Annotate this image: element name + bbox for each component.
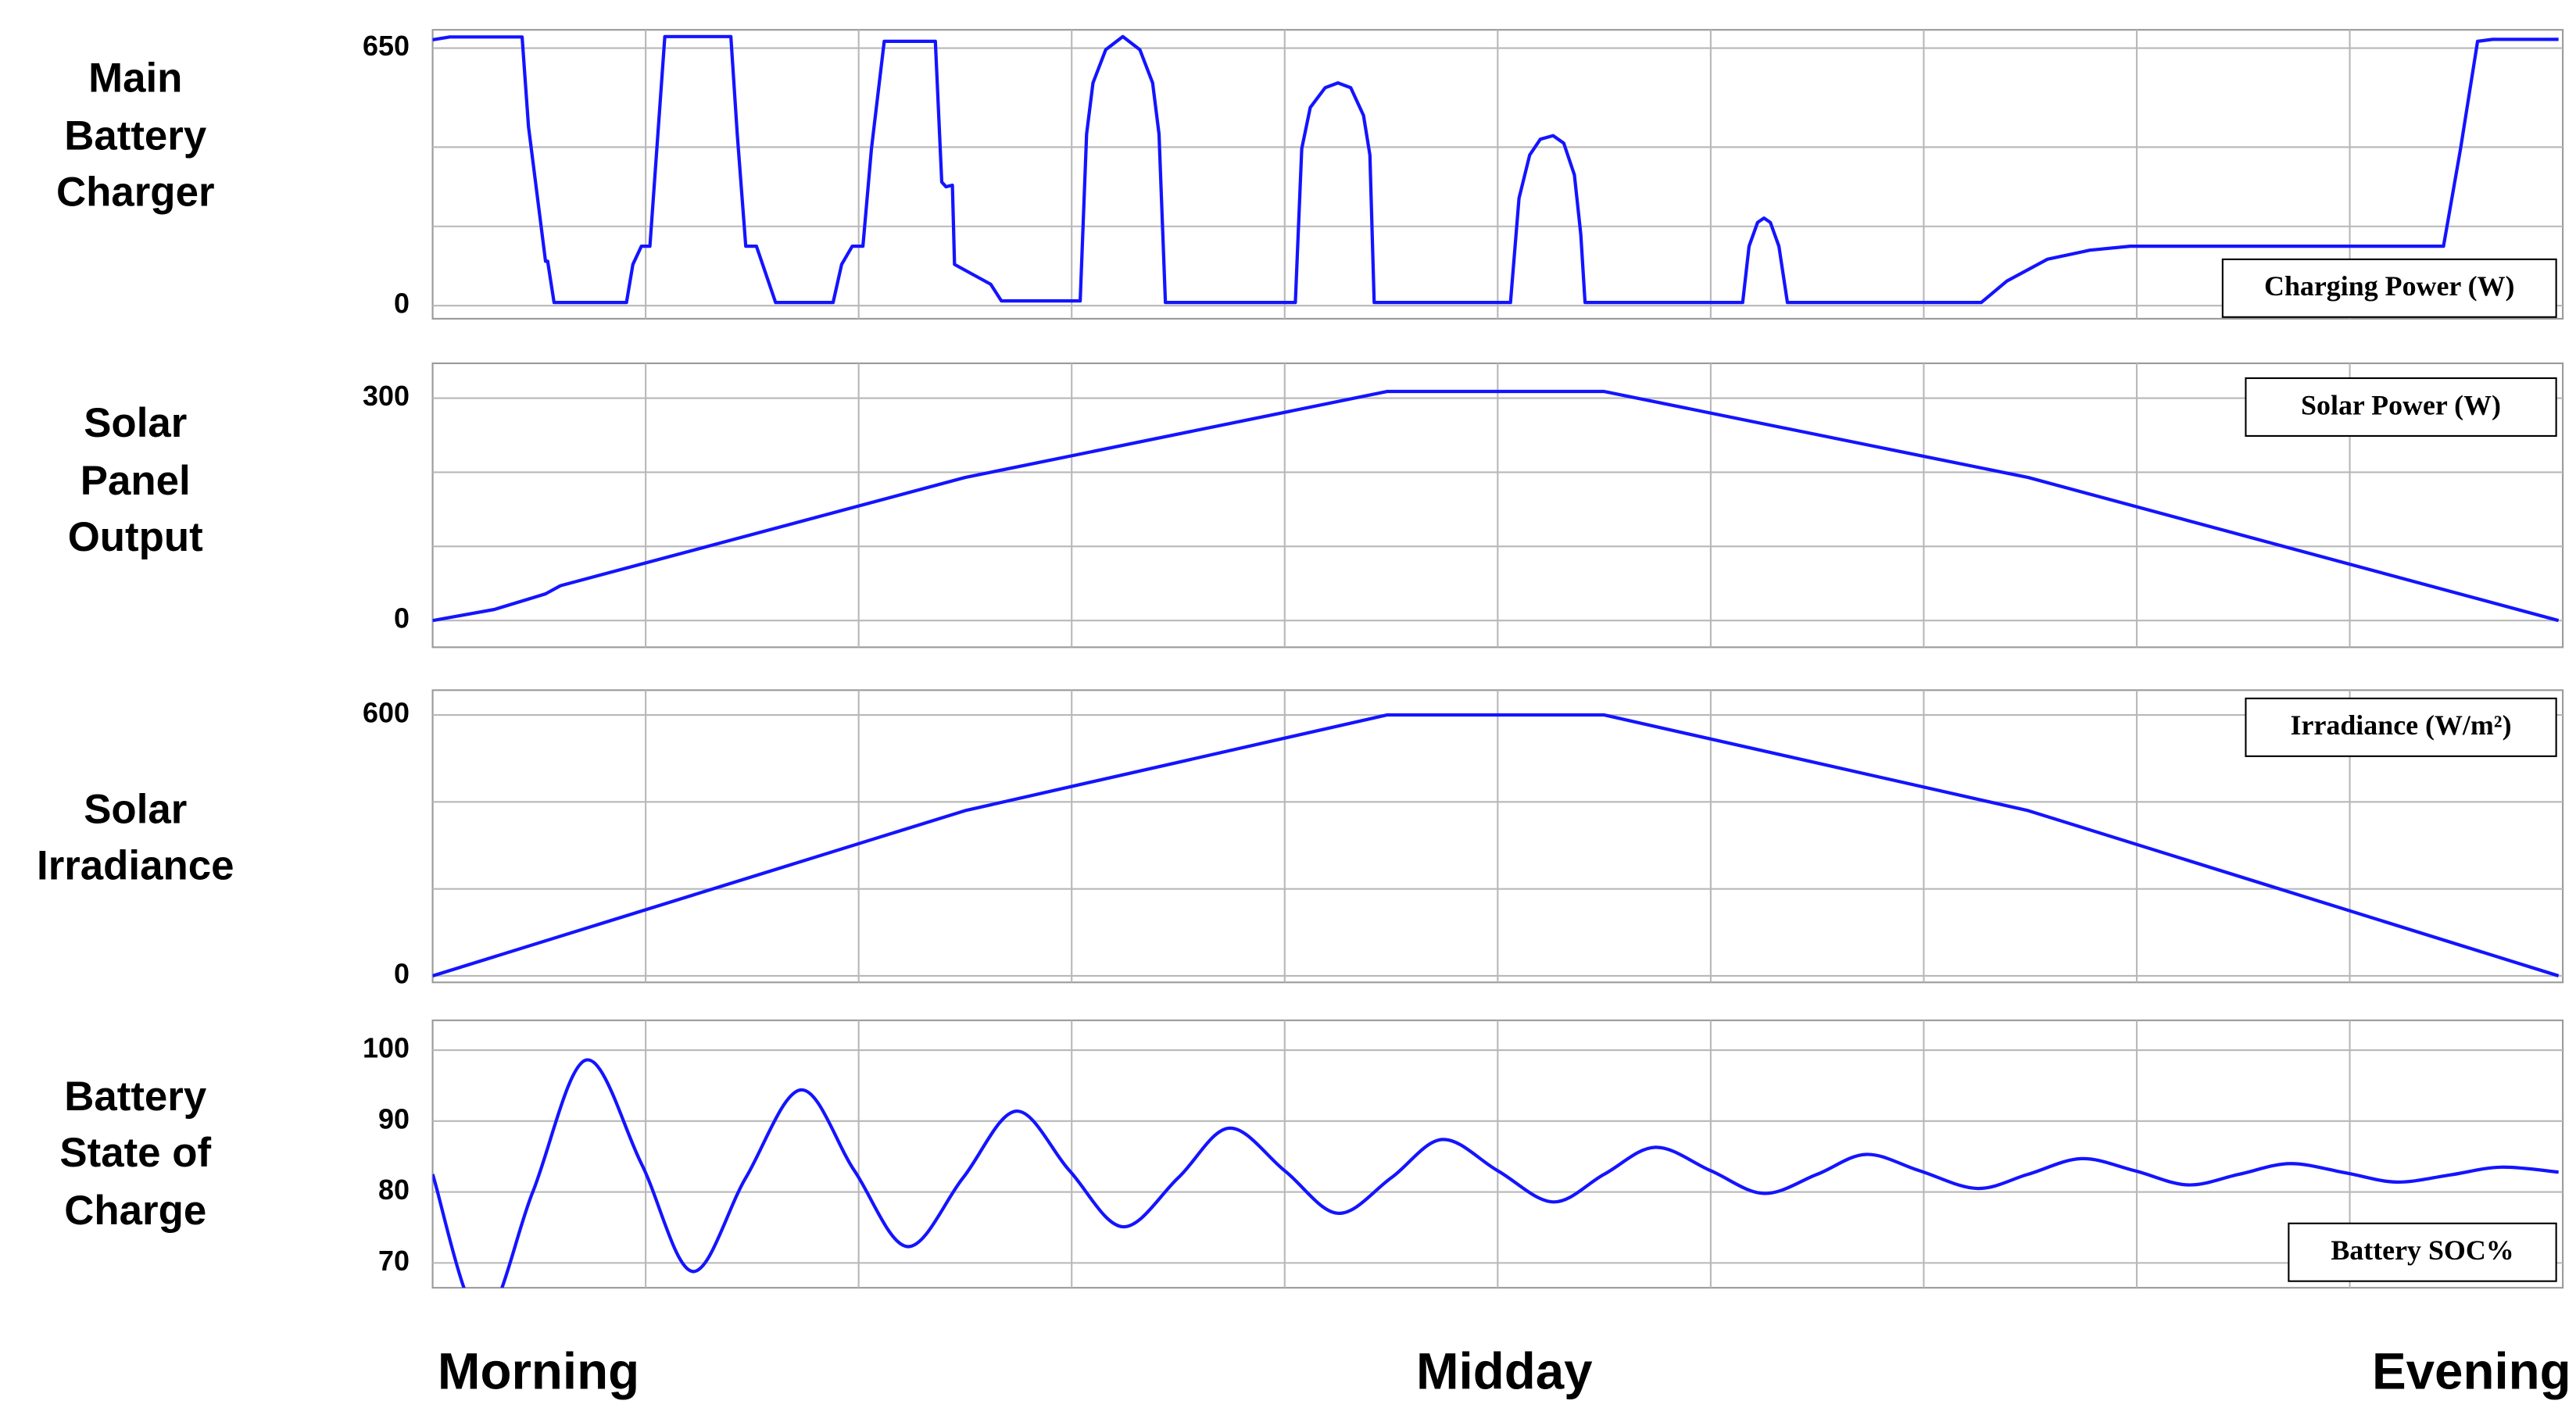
legend-box bbox=[2288, 1222, 2557, 1282]
y-tick-label: 650 bbox=[363, 30, 410, 62]
x-annotation: Evening bbox=[2372, 1342, 2571, 1399]
panel-label: Charger bbox=[56, 169, 215, 215]
x-annotation: Midday bbox=[1416, 1342, 1593, 1399]
legend-box bbox=[2245, 377, 2557, 437]
data-line bbox=[432, 389, 2560, 623]
panel-label: Charge bbox=[64, 1188, 206, 1234]
y-tick-label: 100 bbox=[363, 1031, 410, 1063]
legend-box bbox=[2245, 697, 2557, 757]
panel-label: Solar bbox=[84, 787, 187, 833]
data-line bbox=[432, 34, 2559, 305]
y-tick-label: 70 bbox=[378, 1245, 410, 1277]
y-tick-label: 300 bbox=[363, 380, 410, 412]
panel-label: Solar bbox=[84, 400, 187, 446]
panel-label: Battery bbox=[64, 1074, 207, 1120]
panel-label: Panel bbox=[80, 458, 191, 504]
y-tick-label: 600 bbox=[363, 697, 410, 729]
y-tick-label: 0 bbox=[394, 602, 410, 634]
y-tick-label: 0 bbox=[394, 957, 410, 989]
panel-label: State of bbox=[59, 1130, 211, 1176]
x-annotation: Morning bbox=[438, 1342, 639, 1399]
panel-label: Battery bbox=[64, 113, 207, 159]
y-tick-label: 0 bbox=[394, 288, 410, 320]
legend-label: Solar Power (W) bbox=[2301, 389, 2501, 420]
legend-label: Irradiance (W/m²) bbox=[2291, 709, 2512, 741]
data-line bbox=[432, 1058, 2559, 1288]
legend-label: Battery SOC% bbox=[2331, 1235, 2513, 1266]
panel-label: Output bbox=[68, 514, 203, 560]
data-line bbox=[432, 713, 2560, 977]
legend-box bbox=[2221, 258, 2557, 318]
legend-label: Charging Power (W) bbox=[2264, 270, 2514, 302]
panel-label: Irradiance bbox=[37, 842, 234, 888]
y-tick-label: 90 bbox=[378, 1102, 410, 1135]
y-tick-label: 80 bbox=[378, 1174, 410, 1206]
panel-label: Main bbox=[88, 55, 182, 102]
